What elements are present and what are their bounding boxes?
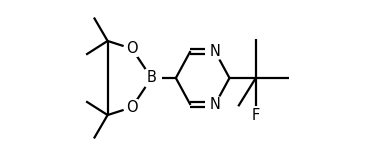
Text: O: O: [126, 41, 138, 56]
Text: N: N: [210, 97, 220, 112]
Text: B: B: [147, 71, 157, 85]
Text: F: F: [252, 107, 260, 123]
Text: N: N: [210, 44, 220, 59]
Text: O: O: [126, 100, 138, 115]
